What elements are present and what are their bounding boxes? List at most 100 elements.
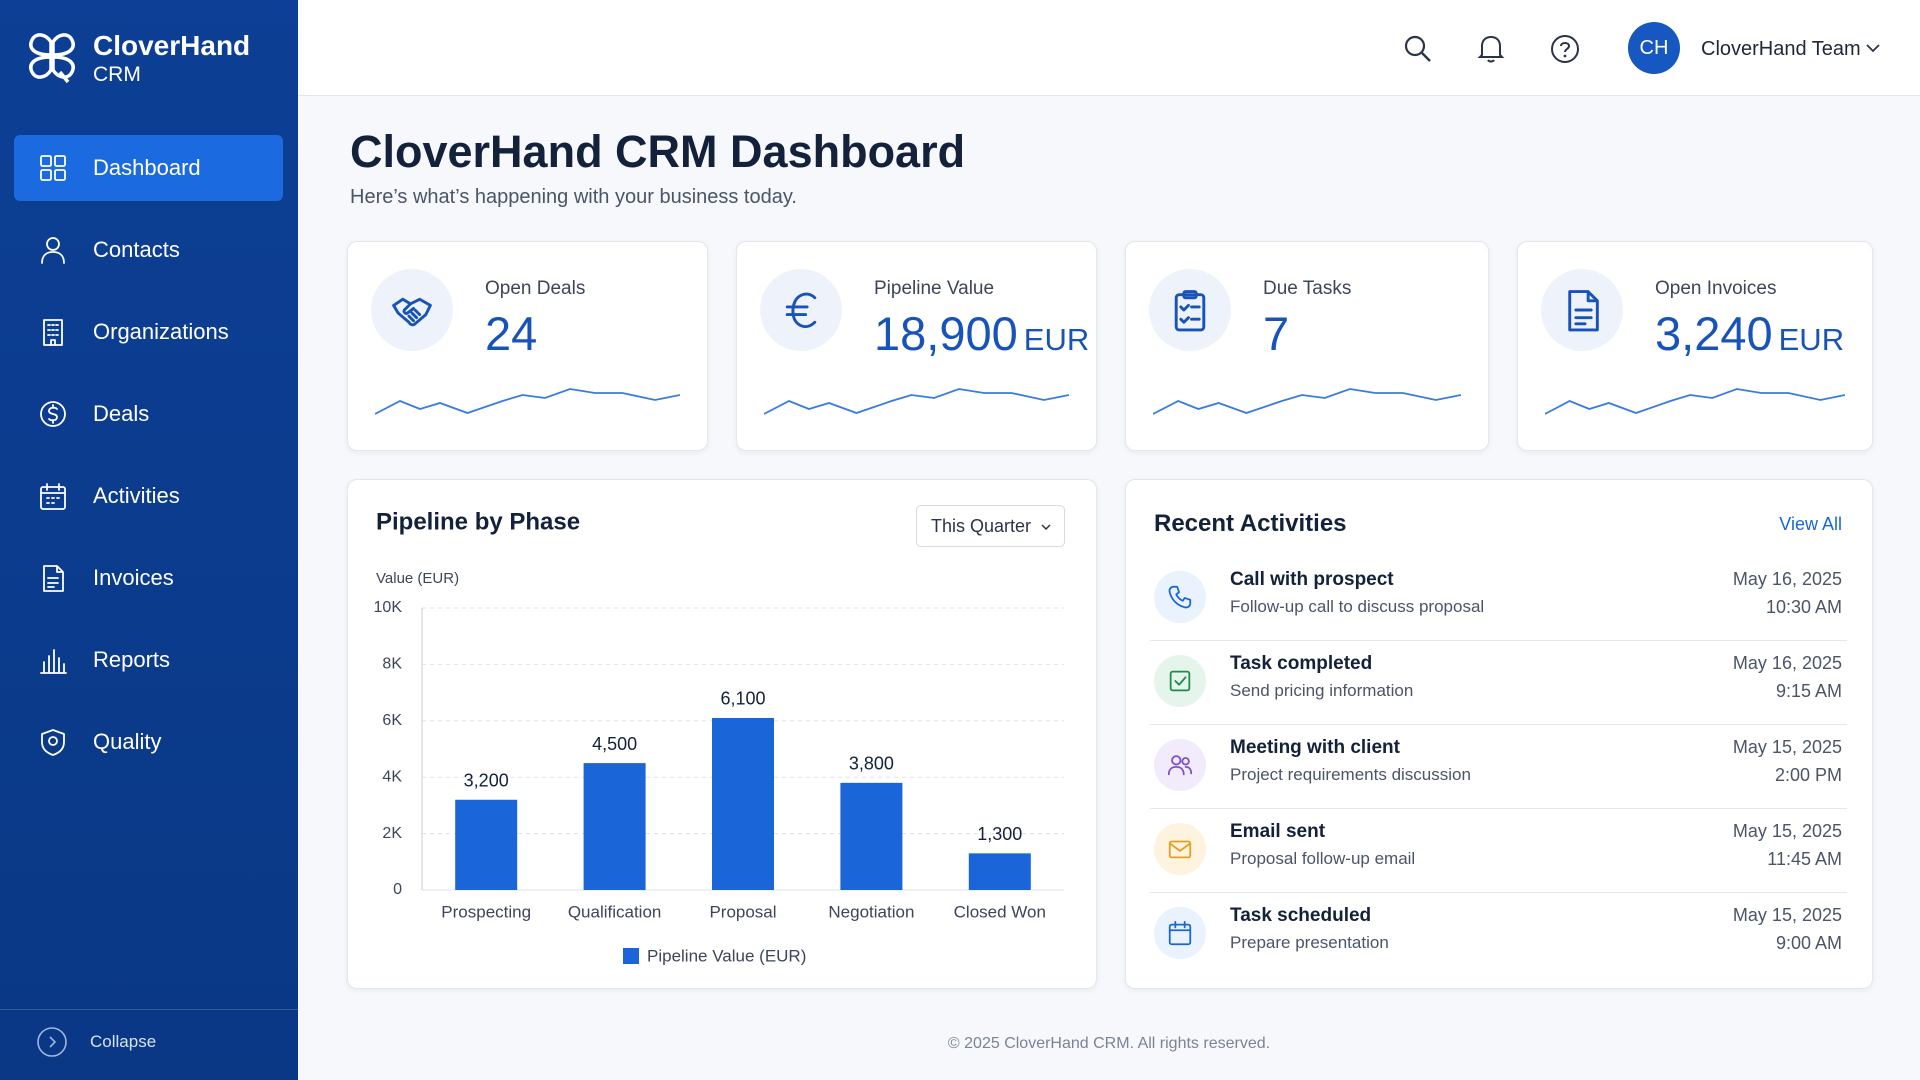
sparkline [1545, 388, 1845, 415]
activity-time: 2:00 PM [1774, 765, 1842, 785]
nav-item[interactable]: Quality [14, 709, 283, 775]
icon [785, 292, 817, 329]
activity-title: Call with prospect [1230, 569, 1394, 590]
x-tick-label: Negotiation [828, 902, 914, 921]
view-all-link[interactable]: View All [1779, 514, 1842, 534]
user-name[interactable]: CloverHand Team [1701, 38, 1861, 60]
nav-item[interactable]: Invoices [14, 545, 283, 611]
icon [1174, 290, 1206, 332]
activity-date: May 16, 2025 [1732, 653, 1842, 673]
activities-card: Recent Activities View All Call with pro… [1125, 479, 1873, 989]
kpi-card: Due Tasks 7 [1125, 241, 1489, 451]
y-tick-label: 0 [393, 881, 402, 898]
activity-detail: Prepare presentation [1230, 933, 1389, 952]
bar [712, 717, 774, 890]
period-dropdown[interactable]: This Quarter [916, 505, 1065, 547]
activity-icon [1154, 655, 1206, 707]
activity-row[interactable]: Task scheduled Prepare presentation May 15… [1150, 892, 1847, 982]
activities-title: Recent Activities [1154, 510, 1347, 537]
activity-detail: Proposal follow-up email [1230, 849, 1416, 868]
icon [40, 155, 66, 181]
kpi-card: Open Invoices 3,240 EUR [1517, 241, 1873, 451]
activity-icon [1154, 907, 1206, 959]
nav-label: Reports [93, 647, 171, 672]
activity-row[interactable]: Email sent Proposal follow-up email May 15… [1150, 808, 1847, 898]
brand-sub: CRM [93, 63, 141, 86]
activity-time: 9:15 AM [1775, 681, 1842, 701]
icon [1167, 755, 1193, 776]
sidebar: CloverHand CRM Dashboard Contacts Organiza… [0, 0, 298, 1080]
nav-item[interactable]: Contacts [14, 217, 283, 283]
sparkline-path [764, 388, 1069, 415]
avatar[interactable]: CH [1628, 22, 1680, 74]
nav-item[interactable]: Deals [14, 381, 283, 447]
kpi-number: 3,240 [1655, 307, 1773, 360]
chart-title: Pipeline by Phase [376, 508, 580, 535]
activity-row[interactable]: Call with prospect Follow-up call to disc… [1150, 562, 1847, 646]
kpi-unit: EUR [1778, 322, 1845, 357]
kpi-number: 18,900 [874, 307, 1018, 360]
nav-item[interactable]: Dashboard [14, 135, 283, 201]
activity-time: 9:00 AM [1775, 933, 1842, 953]
kpi-number: 24 [485, 307, 538, 360]
legend-swatch [623, 948, 639, 964]
period-label: This Quarter [931, 515, 1032, 536]
activity-title: Meeting with client [1230, 737, 1400, 758]
icon [1568, 290, 1599, 332]
kpi-label: Open Invoices [1655, 278, 1777, 299]
kpi-label: Due Tasks [1263, 278, 1352, 299]
nav-item[interactable]: Reports [14, 627, 283, 693]
data-label: 3,800 [849, 754, 894, 774]
nav-label: Organizations [93, 319, 229, 344]
y-tick-label: 6K [382, 712, 402, 729]
y-tick-label: 10K [374, 599, 403, 616]
activity-title: Email sent [1230, 821, 1326, 842]
kpi-value: 3,240 EUR [1655, 306, 1844, 361]
data-label: 1,300 [977, 824, 1022, 844]
help-icon[interactable] [1550, 34, 1580, 64]
bar [455, 799, 518, 890]
icon [1168, 585, 1192, 609]
icon [41, 237, 65, 264]
activity-title: Task scheduled [1230, 905, 1372, 926]
kpi-number: 7 [1263, 307, 1290, 360]
activity-detail: Send pricing information [1230, 681, 1414, 700]
kpi-icon [1149, 269, 1231, 351]
nav-item[interactable]: Activities [14, 463, 283, 529]
nav-label: Contacts [93, 237, 180, 262]
sparkline [1153, 388, 1461, 415]
icon [40, 649, 67, 674]
activity-row[interactable]: Task completed Send pricing information Ma… [1150, 640, 1847, 730]
notifications-icon[interactable] [1477, 33, 1505, 63]
x-tick-label: Closed Won [954, 902, 1046, 921]
activity-time: 10:30 AM [1765, 597, 1842, 617]
nav-label: Dashboard [93, 155, 201, 180]
top-bar: CH CloverHand Team [298, 0, 1920, 96]
kpi-label: Pipeline Value [874, 278, 995, 299]
activity-date: May 15, 2025 [1732, 905, 1842, 925]
activity-date: May 15, 2025 [1732, 737, 1842, 757]
kpi-icon [760, 269, 842, 351]
data-label: 3,200 [464, 771, 509, 791]
activity-detail: Follow-up call to discuss proposal [1230, 597, 1485, 616]
activity-detail: Project requirements discussion [1230, 765, 1471, 784]
user-menu-chevron[interactable] [1865, 42, 1881, 54]
sparkline-path [375, 388, 680, 415]
activity-time: 11:45 AM [1767, 849, 1842, 869]
activity-row[interactable]: Meeting with client Project requirements … [1150, 724, 1847, 814]
collapse-button[interactable]: Collapse [36, 1025, 236, 1059]
data-label: 4,500 [592, 734, 637, 754]
search-icon[interactable] [1403, 34, 1433, 64]
activity-date: May 16, 2025 [1732, 569, 1842, 589]
nav-label: Deals [93, 401, 150, 426]
kpi-value: 7 [1263, 306, 1289, 361]
divider [1150, 724, 1847, 725]
sparkline-path [1153, 388, 1461, 415]
kpi-card: Pipeline Value 18,900 EUR [736, 241, 1097, 451]
kpi-card: Open Deals 24 [347, 241, 708, 451]
nav-item[interactable]: Organizations [14, 299, 283, 365]
data-label: 6,100 [720, 689, 765, 709]
dropdown-chevron [1041, 524, 1051, 531]
